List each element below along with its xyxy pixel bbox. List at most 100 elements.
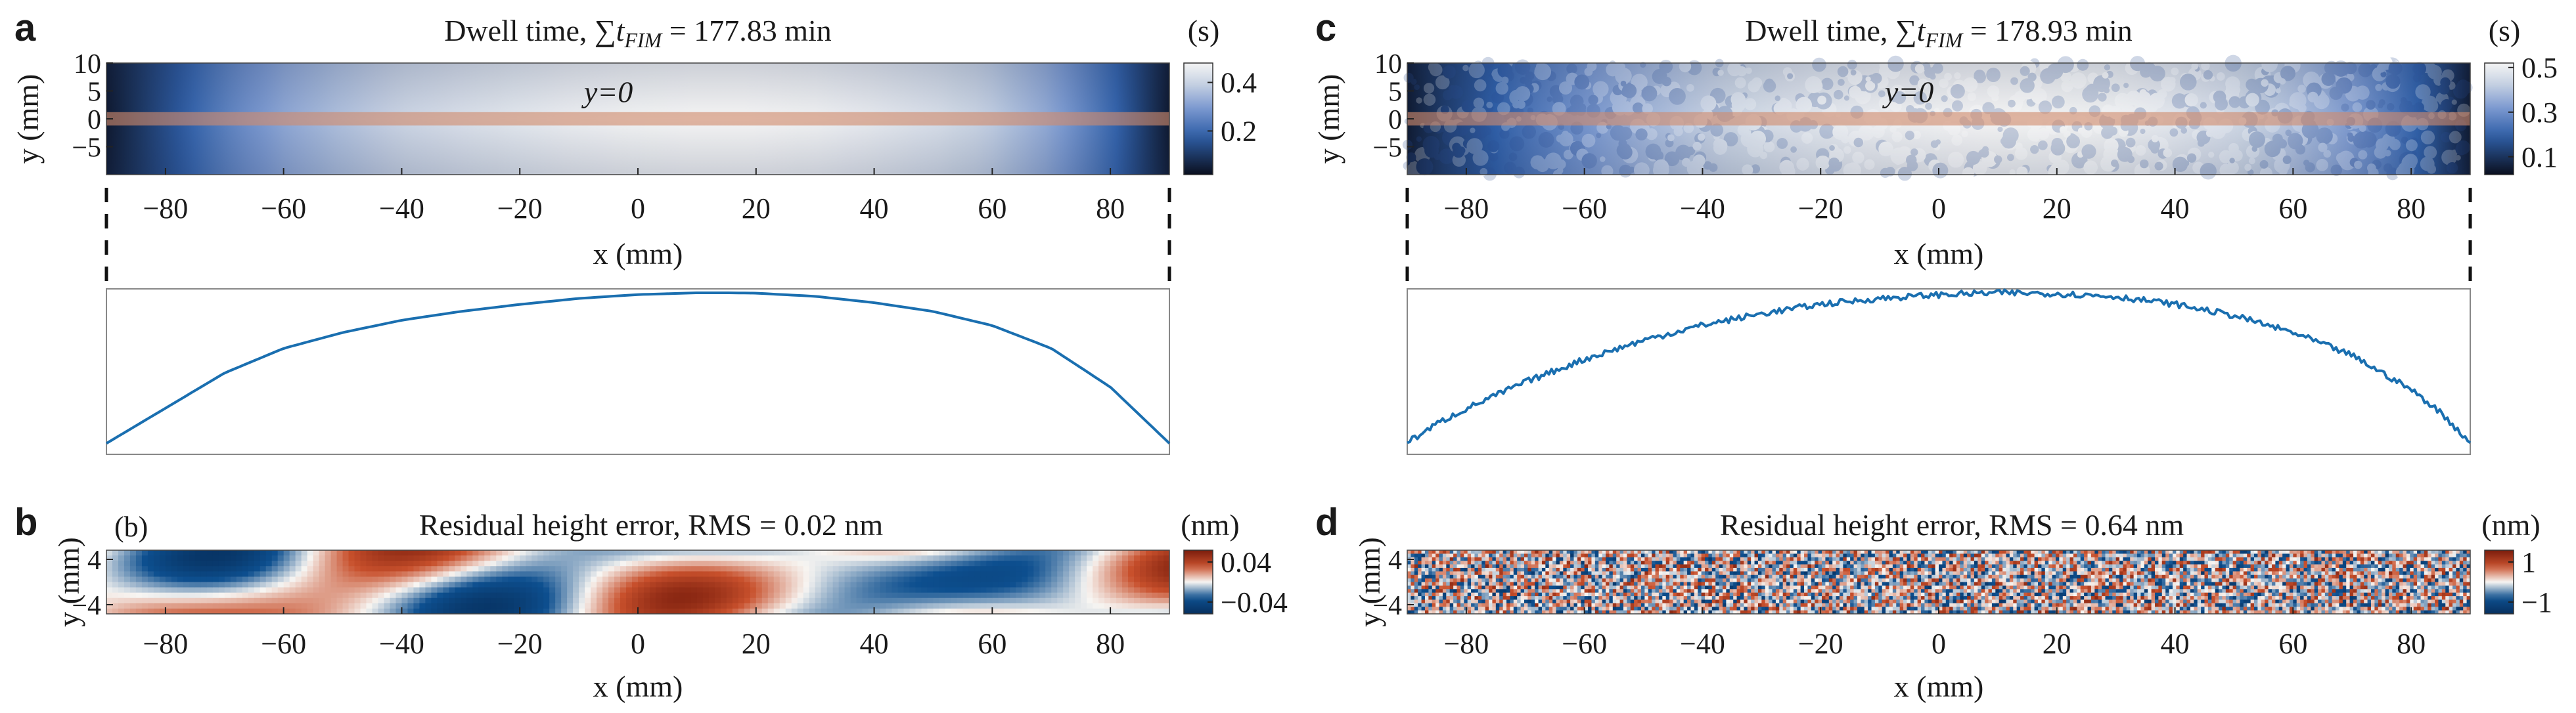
x-tick-label: 20 <box>2043 192 2071 225</box>
x-tick-label: −40 <box>379 628 424 660</box>
x-tick-label: −60 <box>261 628 306 660</box>
x-tick-label: 20 <box>742 192 771 225</box>
x-tick-label: −80 <box>1443 192 1489 225</box>
residual-heatmap <box>106 550 1169 614</box>
chart-title: Dwell time, ∑tFIM = 178.93 min <box>1745 14 2133 52</box>
x-tick-label: −80 <box>1443 628 1489 660</box>
y-tick-label: 0 <box>1388 105 1402 135</box>
chart-title: Residual height error, RMS = 0.02 nm <box>419 508 884 542</box>
title-value: = 178.93 min <box>1962 14 2133 47</box>
profile-line <box>105 292 1171 445</box>
panel-b: b Residual height error, RMS = 0.02 nm (b)… <box>14 501 1288 703</box>
x-tick-label: −60 <box>261 192 306 225</box>
title-text: Dwell time, ∑ <box>1745 14 1916 47</box>
y0-annotation: y=0 <box>1882 76 1933 109</box>
x-tick-label: −80 <box>143 192 188 225</box>
x-tick-label: 80 <box>2397 192 2426 225</box>
colorbar <box>2484 62 2514 175</box>
colorbar-tick-label: 1 <box>2521 546 2536 578</box>
panel-letter-a: a <box>14 7 36 49</box>
x-tick-label: −60 <box>1562 192 1607 225</box>
x-tick-label: 80 <box>1096 628 1125 660</box>
title-subscript: FIM <box>1924 28 1964 52</box>
y-tick-label: 5 <box>87 77 101 108</box>
x-tick-label: 20 <box>742 628 771 660</box>
sublabel: (b) <box>114 511 148 543</box>
panel-letter-b: b <box>14 501 37 544</box>
x-tick-label: −20 <box>1798 192 1843 225</box>
x-tick-label: 40 <box>860 192 889 225</box>
y0-strip <box>106 112 1169 126</box>
y-tick-label: −5 <box>72 133 101 163</box>
panel-c: c Dwell time, ∑tFIM = 178.93 miny=01050−5… <box>1312 7 2558 455</box>
x-tick-label: 0 <box>1932 628 1946 660</box>
x-tick-label: −40 <box>1680 628 1725 660</box>
y-tick-label: 4 <box>87 546 101 576</box>
panel-d: d Residual height error, RMS = 0.64 nm 4 −4… <box>1315 501 2552 703</box>
colorbar <box>2484 550 2514 615</box>
title-subscript: FIM <box>623 28 663 52</box>
x-tick-label: 40 <box>2161 192 2190 225</box>
y-axis-label: y (mm) <box>52 537 85 627</box>
x-tick-label: 60 <box>2278 192 2307 225</box>
colorbar-unit: (s) <box>2489 14 2521 47</box>
y-tick-label: 10 <box>74 49 101 79</box>
profile-frame <box>106 288 1170 455</box>
x-tick-label: 0 <box>1932 192 1946 225</box>
residual-heatmap <box>1407 550 2470 614</box>
y-axis-label: y (mm) <box>1312 74 1345 164</box>
colorbar-tick-label: 0.5 <box>2521 52 2558 84</box>
y-tick-label: −4 <box>72 591 101 621</box>
x-tick-label: −40 <box>1680 192 1725 225</box>
profile-line <box>1407 288 2472 444</box>
title-text: Dwell time, ∑ <box>444 14 616 47</box>
profile-frame <box>1407 288 2471 455</box>
y-tick-label: −5 <box>1372 133 1402 163</box>
panel-letter-c: c <box>1315 7 1336 49</box>
y-axis-label: y (mm) <box>11 74 45 164</box>
chart-title: Dwell time, ∑tFIM = 177.83 min <box>444 14 832 52</box>
y-tick-label: 0 <box>87 105 101 135</box>
x-axis-label: x (mm) <box>593 670 683 703</box>
colorbar <box>1183 62 1213 175</box>
x-tick-label: −20 <box>497 628 543 660</box>
colorbar-tick-label: −1 <box>2521 586 2552 618</box>
x-tick-label: 0 <box>631 628 645 660</box>
y-tick-label: −4 <box>1372 591 1402 621</box>
colorbar-tick-label: 0.04 <box>1221 546 1271 578</box>
x-tick-label: −20 <box>497 192 543 225</box>
x-tick-label: −40 <box>379 192 424 225</box>
profile-series <box>1407 288 2472 444</box>
colorbar-tick-label: 0.2 <box>1221 115 1257 147</box>
panel-a: a Dwell time, ∑tFIM = 177.83 miny=01050−5… <box>11 7 1257 455</box>
x-tick-label: 0 <box>631 192 645 225</box>
y-tick-label: 5 <box>1388 77 1402 108</box>
x-tick-label: 80 <box>2397 628 2426 660</box>
title-symbol: t <box>616 14 625 47</box>
colorbar-unit: (nm) <box>2481 508 2540 542</box>
x-tick-label: 40 <box>2161 628 2190 660</box>
x-axis-label: x (mm) <box>1894 237 1984 270</box>
y0-strip <box>1407 112 2470 126</box>
x-axis-label: x (mm) <box>593 237 683 270</box>
y-tick-label: 4 <box>1388 546 1402 576</box>
colorbar-tick-label: 0.3 <box>2521 97 2558 129</box>
x-tick-label: 60 <box>978 628 1006 660</box>
x-tick-label: 60 <box>2278 628 2307 660</box>
x-tick-label: 80 <box>1096 192 1125 225</box>
x-tick-label: 40 <box>860 628 889 660</box>
colorbar-unit: (nm) <box>1181 508 1239 542</box>
y0-annotation: y=0 <box>581 76 633 109</box>
chart-title: Residual height error, RMS = 0.64 nm <box>1720 508 2184 542</box>
x-tick-label: 60 <box>978 192 1006 225</box>
colorbar-unit: (s) <box>1188 14 1220 47</box>
x-tick-label: −60 <box>1562 628 1607 660</box>
profile-series <box>105 292 1171 445</box>
colorbar-tick-label: 0.1 <box>2521 141 2558 173</box>
y-axis-label: y (mm) <box>1353 537 1386 627</box>
colorbar <box>1183 550 1213 615</box>
title-value: = 177.83 min <box>662 14 832 47</box>
panel-letter-d: d <box>1315 501 1338 544</box>
x-tick-label: 20 <box>2043 628 2071 660</box>
